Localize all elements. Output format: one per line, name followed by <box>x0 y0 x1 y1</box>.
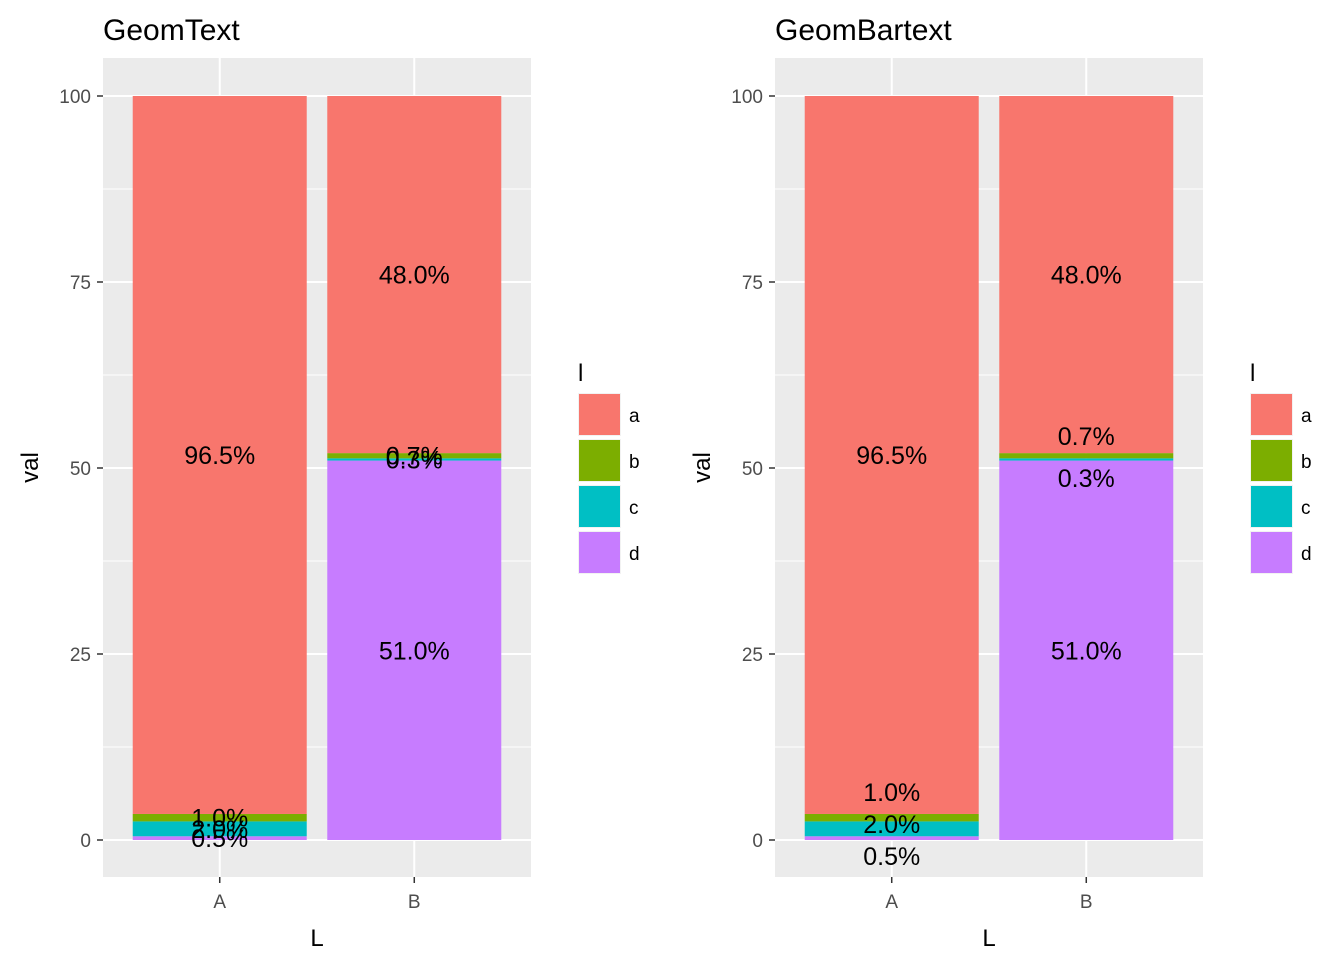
legend-label-b: b <box>1301 452 1312 473</box>
legend-label-c: c <box>1301 498 1311 519</box>
bar-A-d <box>804 836 979 840</box>
bar-B-d <box>327 460 502 840</box>
y-tick-label: 75 <box>70 273 91 294</box>
y-tick-label: 50 <box>742 459 763 480</box>
legend-key-d <box>579 532 620 573</box>
x-tick-label: A <box>885 892 898 913</box>
data-label-A-d: 0.5% <box>863 843 920 871</box>
data-label-A-d: 0.5% <box>191 825 248 853</box>
bar-A-a <box>804 96 979 814</box>
y-tick-label: 0 <box>752 831 763 852</box>
bar-B-a <box>999 96 1174 454</box>
legend-key-a <box>579 394 620 435</box>
chart-panel-2: GeomBartext 0.5% 2.0% 1.0% 96.5% 51.0% 0.3% 0.7… <box>689 14 1312 952</box>
bar-B-c <box>999 458 1174 461</box>
legend-key-c <box>1251 486 1292 527</box>
bar-B-c <box>327 458 502 461</box>
data-label-A-b: 1.0% <box>863 779 920 807</box>
legend-key-d <box>1251 532 1292 573</box>
bar-B-d <box>999 460 1174 840</box>
data-label-B-b: 0.7% <box>386 443 443 471</box>
legend-key-c <box>579 486 620 527</box>
legend-key-b <box>1251 440 1292 481</box>
data-label-B-d: 51.0% <box>379 637 450 665</box>
x-axis-title: L <box>982 925 995 952</box>
legend-key-b <box>579 440 620 481</box>
legend-label-c: c <box>629 498 639 519</box>
y-tick-label: 50 <box>70 459 91 480</box>
y-axis-title: val <box>17 452 44 483</box>
bar-B-b <box>999 453 1174 459</box>
legend-label-a: a <box>629 406 640 427</box>
legend-title: l <box>578 360 583 387</box>
legend-key-a <box>1251 394 1292 435</box>
y-tick-label: 25 <box>70 645 91 666</box>
legend-label-d: d <box>1301 544 1312 565</box>
data-label-B-a: 48.0% <box>379 262 450 290</box>
data-label-B-b: 0.7% <box>1058 423 1115 451</box>
bar-A-c <box>804 821 979 837</box>
legend-label-a: a <box>1301 406 1312 427</box>
data-label-B-c: 0.3% <box>386 446 443 474</box>
data-label-A-a: 96.5% <box>184 442 255 470</box>
bar-A-a <box>132 96 307 814</box>
data-label-A-a: 96.5% <box>856 442 927 470</box>
x-tick-label: B <box>408 892 421 913</box>
bar-B-b <box>327 453 502 459</box>
y-axis-title: val <box>689 452 716 483</box>
y-tick-label: 0 <box>80 831 91 852</box>
chart-title: GeomBartext <box>775 14 952 47</box>
legend-title: l <box>1250 360 1255 387</box>
y-tick-label: 25 <box>742 645 763 666</box>
chart-title: GeomText <box>103 14 240 47</box>
bar-A-b <box>804 813 979 822</box>
data-label-B-a: 48.0% <box>1051 262 1122 290</box>
bar-B-a <box>327 96 502 454</box>
data-label-A-c: 2.0% <box>191 816 248 844</box>
data-label-A-c: 2.0% <box>863 811 920 839</box>
legend-label-d: d <box>629 544 640 565</box>
x-tick-label: A <box>213 892 226 913</box>
bar-A-d <box>132 836 307 840</box>
data-label-B-c: 0.3% <box>1058 465 1115 493</box>
y-tick-label: 75 <box>742 273 763 294</box>
legend-label-b: b <box>629 452 640 473</box>
data-label-B-d: 51.0% <box>1051 637 1122 665</box>
y-tick-label: 100 <box>59 87 91 108</box>
chart-panel-1: GeomText 0.5%2.0%1.0% 96.5% 51.0% 0.3%0.7% 48… <box>17 14 640 952</box>
x-axis-title: L <box>310 925 323 952</box>
bar-A-c <box>132 821 307 837</box>
legend: l a b c d <box>578 360 640 574</box>
x-tick-label: B <box>1080 892 1093 913</box>
data-label-A-b: 1.0% <box>191 805 248 833</box>
legend: l a b c d <box>1250 360 1312 574</box>
y-tick-label: 100 <box>731 87 763 108</box>
bar-A-b <box>132 813 307 822</box>
